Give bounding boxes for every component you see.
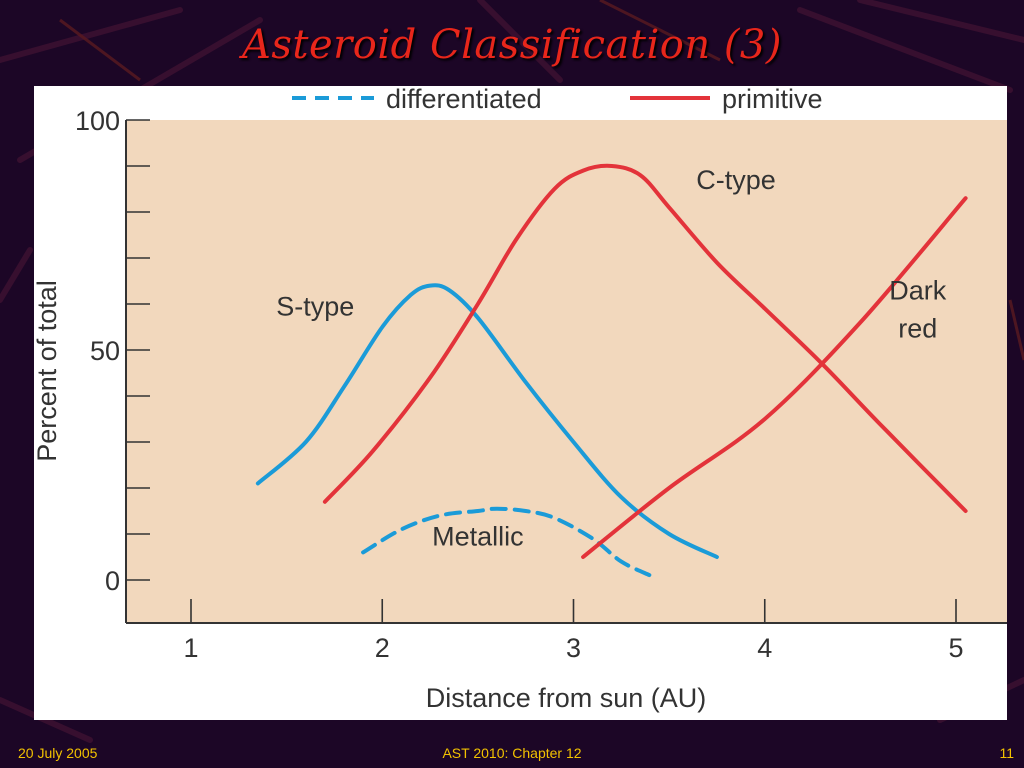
- series-label-metallic: Metallic: [432, 522, 524, 552]
- x-tick-label-1: 1: [183, 633, 198, 663]
- x-tick-label-2: 2: [375, 633, 390, 663]
- y-tick-label-0: 0: [105, 566, 120, 596]
- plot-area: [126, 120, 1007, 623]
- series-line-metallic: [361, 506, 652, 578]
- y-axis-title: Percent of total: [34, 280, 62, 462]
- x-axis-title: Distance from sun (AU): [426, 683, 707, 713]
- chart-panel: 0 50 100 1 2 3 4 5 S-type Metallic C-type Dark red…: [34, 86, 1007, 720]
- footer-date: 20 July 2005: [18, 745, 98, 761]
- y-tick-label-50: 50: [90, 336, 120, 366]
- y-tick-label-100: 100: [75, 106, 120, 136]
- footer-course: AST 2010: Chapter 12: [442, 745, 582, 761]
- series-line-s-type: [255, 283, 719, 559]
- series-label-dark-red: Dark red: [889, 275, 947, 343]
- legend: differentiated primitive: [292, 86, 823, 114]
- x-tick-label-5: 5: [948, 633, 963, 663]
- legend-label-differentiated: differentiated: [386, 86, 542, 114]
- series-line-dark-red: [581, 196, 968, 559]
- x-tick-label-4: 4: [757, 633, 772, 663]
- x-tick-label-3: 3: [566, 633, 581, 663]
- asteroid-distribution-chart: 0 50 100 1 2 3 4 5 S-type Metallic C-type Dark red…: [34, 86, 1007, 713]
- footer-page-number: 11: [999, 745, 1014, 761]
- slide-title: Asteroid Classification (3): [241, 22, 782, 68]
- series-label-s-type: S-type: [276, 292, 354, 322]
- series-label-c-type: C-type: [696, 165, 776, 195]
- legend-label-primitive: primitive: [722, 86, 823, 114]
